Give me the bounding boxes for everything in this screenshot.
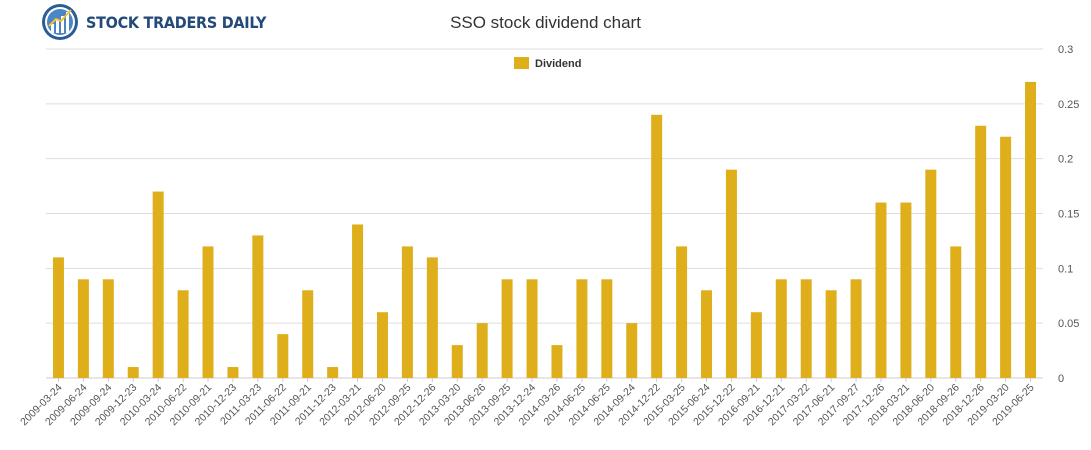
bar — [426, 257, 438, 378]
bar — [327, 367, 339, 378]
bar — [750, 312, 762, 378]
bar — [277, 334, 289, 378]
bar — [227, 367, 239, 378]
bar — [177, 290, 189, 378]
y-tick-label: 0.2 — [1058, 154, 1073, 166]
bar — [152, 191, 164, 378]
bar — [1025, 81, 1037, 379]
bar — [551, 345, 563, 378]
bar — [102, 279, 114, 378]
bar — [626, 323, 638, 378]
y-tick-label: 0 — [1058, 373, 1064, 385]
brand-name: STOCK TRADERS DAILY — [86, 12, 267, 32]
logo-globe-icon — [42, 4, 78, 40]
y-tick-label: 0.15 — [1058, 209, 1079, 221]
bar — [352, 224, 364, 378]
bar — [676, 246, 688, 378]
brand-logo[interactable]: STOCK TRADERS DAILY — [40, 2, 286, 42]
bar — [825, 290, 837, 378]
y-tick-label: 0.25 — [1058, 99, 1079, 111]
bar — [127, 367, 139, 378]
bar — [975, 125, 987, 379]
bar — [526, 279, 538, 378]
bar — [52, 257, 64, 378]
bar — [850, 279, 862, 378]
bar — [701, 290, 713, 378]
legend-swatch — [514, 57, 529, 69]
bar — [725, 169, 737, 378]
y-tick-label: 0.3 — [1058, 44, 1073, 56]
y-tick-label: 0.05 — [1058, 318, 1079, 330]
bar — [476, 323, 488, 378]
bar — [302, 290, 314, 378]
bar — [1000, 136, 1012, 378]
bar — [875, 202, 887, 378]
bar — [77, 279, 89, 378]
bar — [576, 279, 588, 378]
bar — [925, 169, 937, 378]
bar — [601, 279, 613, 378]
bar — [775, 279, 787, 378]
legend-label: Dividend — [535, 58, 581, 70]
bar — [451, 345, 463, 378]
bar — [501, 279, 513, 378]
bar — [401, 246, 413, 378]
bar — [800, 279, 812, 378]
y-tick-label: 0.1 — [1058, 263, 1073, 275]
bar — [950, 246, 962, 378]
bar — [202, 246, 214, 378]
bar — [900, 202, 912, 378]
bar — [376, 312, 388, 378]
bar — [651, 114, 663, 379]
bar — [252, 235, 264, 378]
chart-title: SSO stock dividend chart — [450, 13, 641, 32]
